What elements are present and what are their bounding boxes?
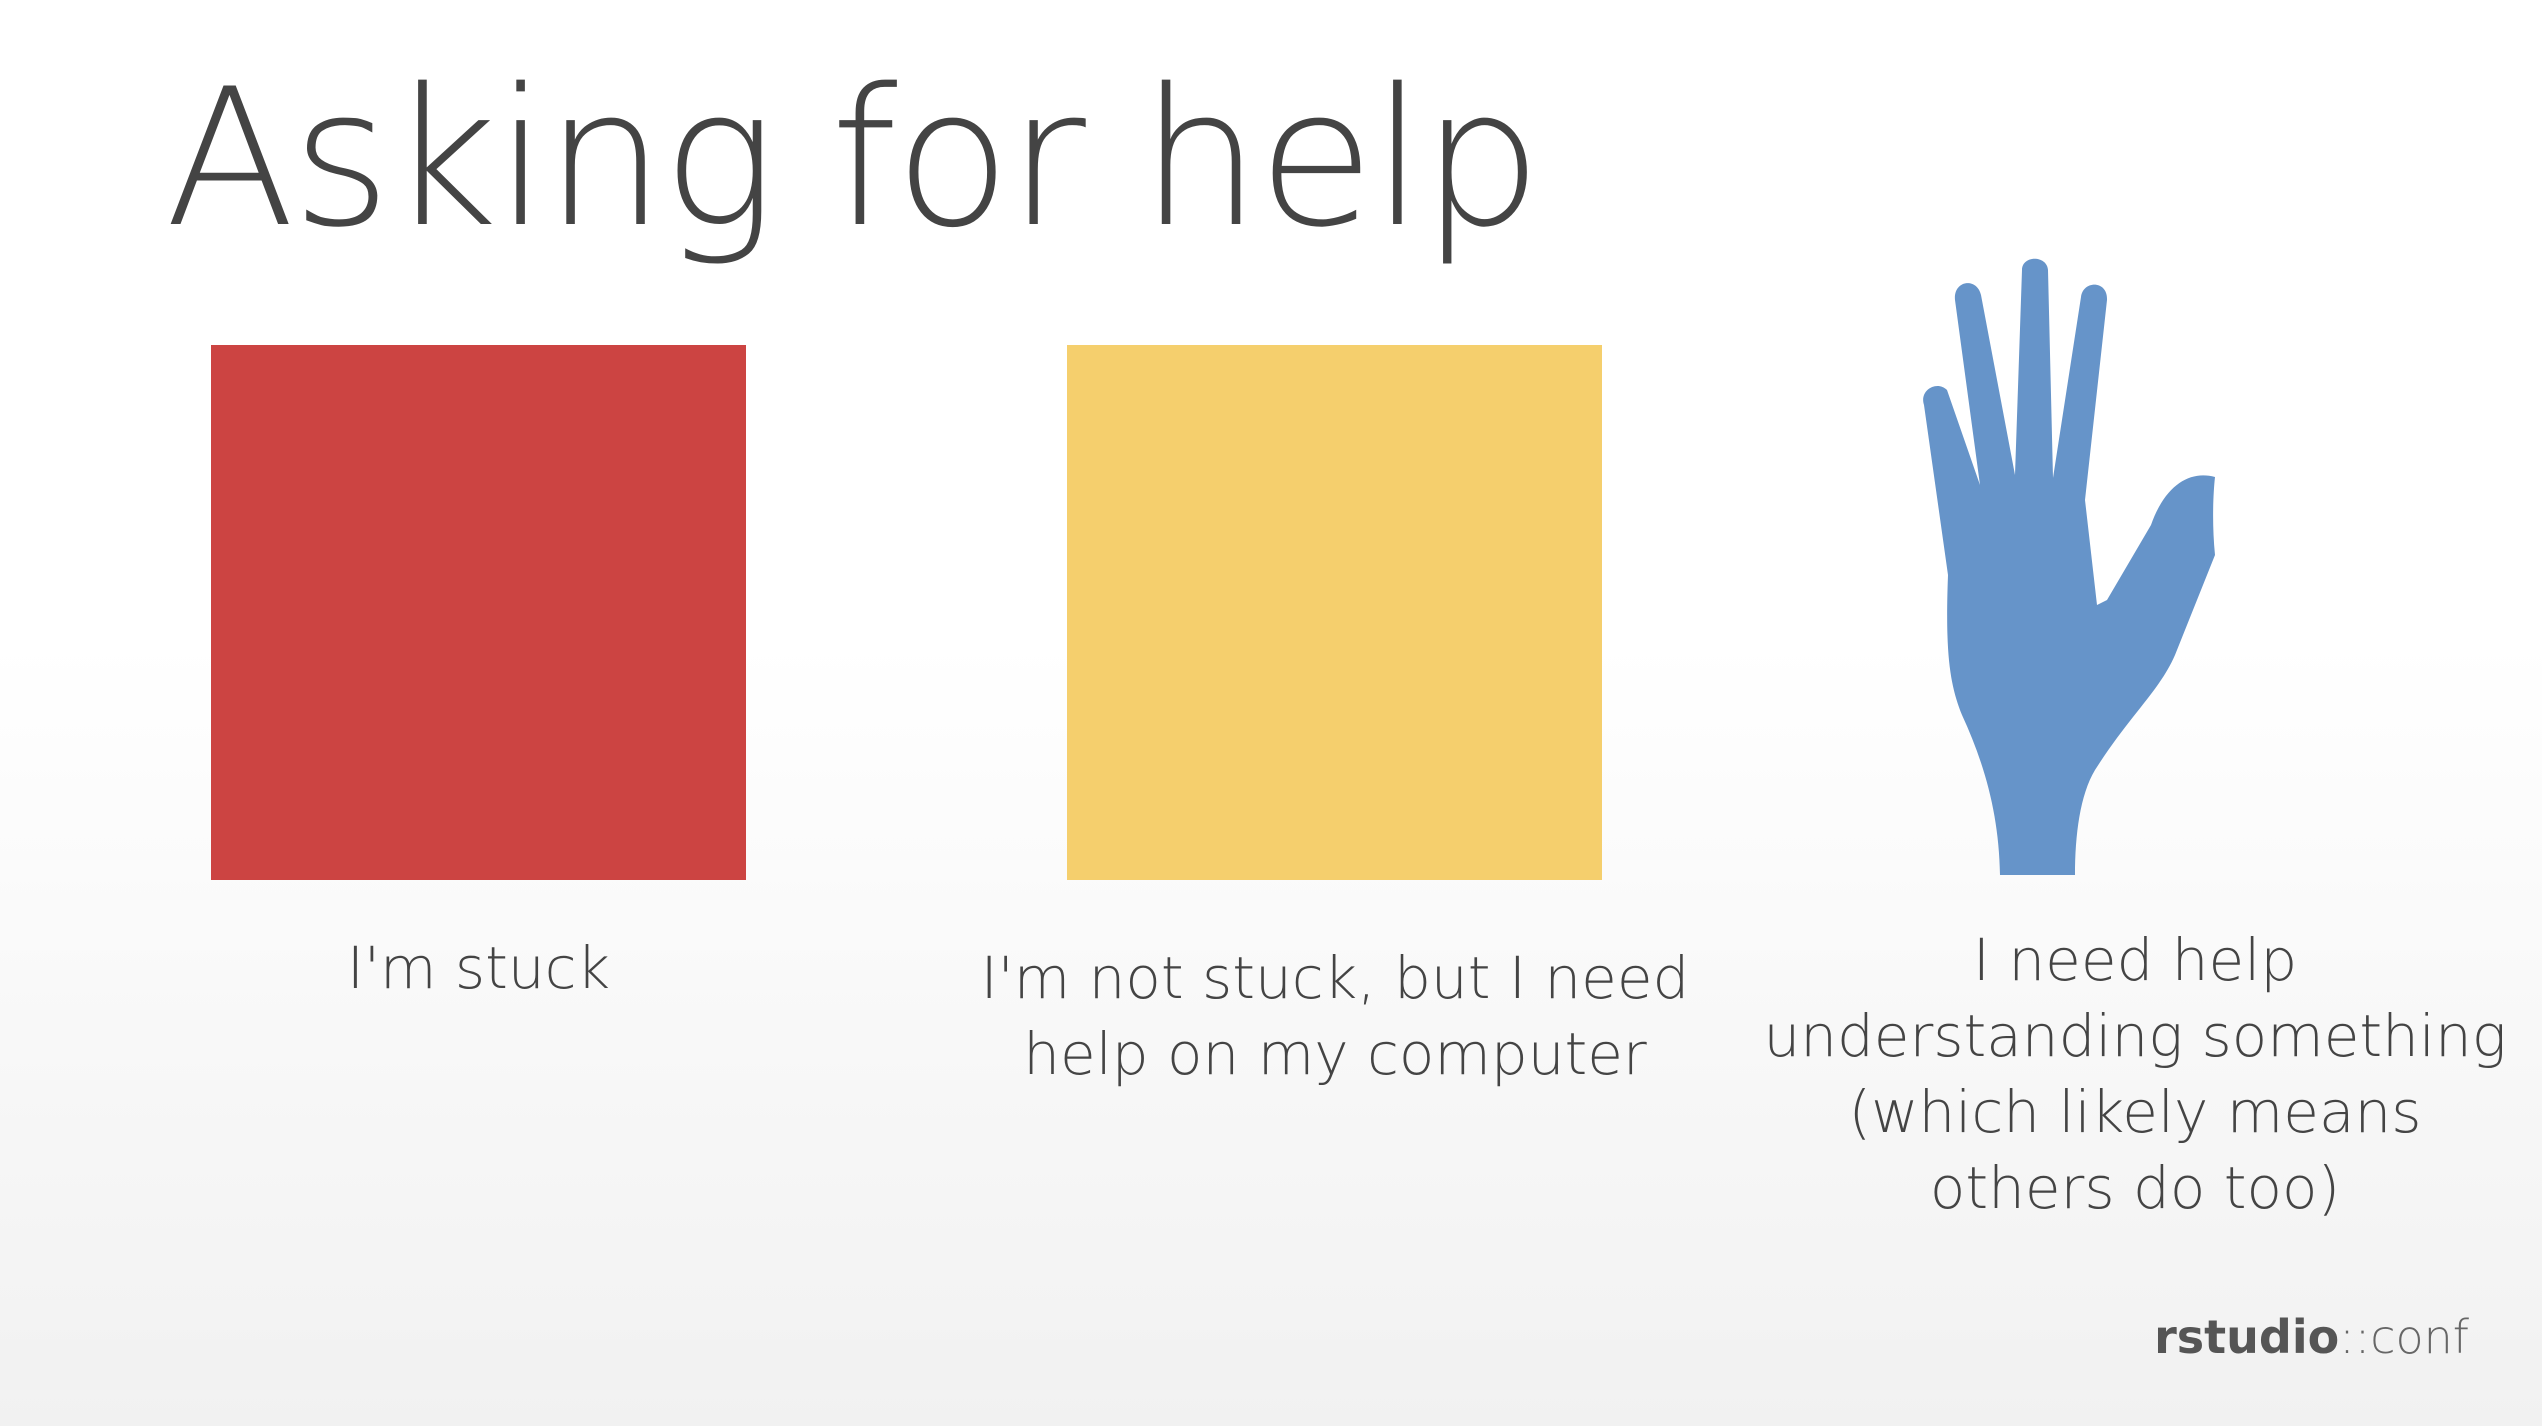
brand-light: ::conf <box>2339 1310 2469 1364</box>
caption-need-understanding: I need help understanding something (whi… <box>1763 926 2507 1222</box>
yellow-card <box>1067 345 1602 880</box>
slide-title: Asking for help <box>165 48 1542 269</box>
caption-stuck: I'm stuck <box>346 934 611 1002</box>
raised-hand-icon <box>1923 258 2215 875</box>
brand-bold: rstudio <box>2154 1310 2340 1364</box>
brand-logo: rstudio::conf <box>2154 1310 2469 1364</box>
red-card <box>211 345 746 880</box>
caption-not-stuck: I'm not stuck, but I need help on my com… <box>980 944 1690 1088</box>
